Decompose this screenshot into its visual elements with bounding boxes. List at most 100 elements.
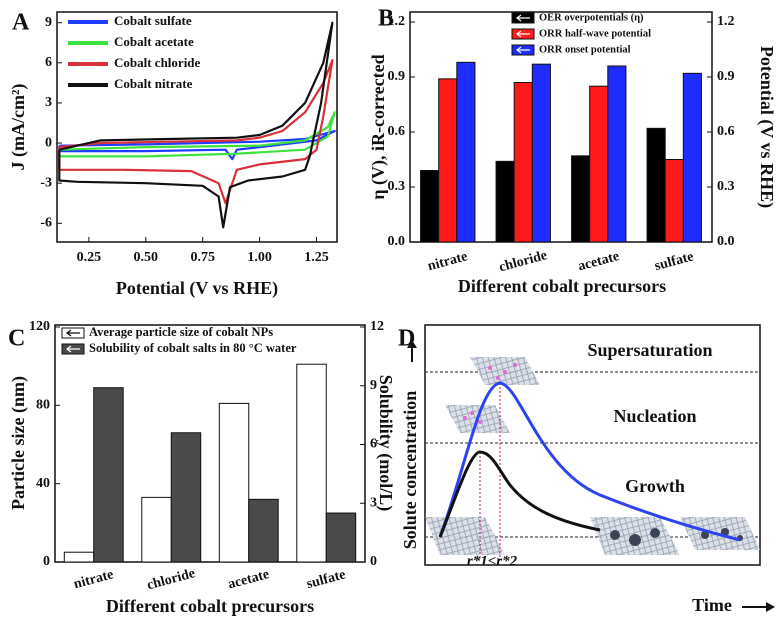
y2-axis-label: Solubility (mol/L) xyxy=(375,375,396,512)
panel-label: D xyxy=(398,326,415,352)
bar xyxy=(495,160,515,243)
x-tick-label: nitrate xyxy=(72,567,115,592)
x-tick-label: acetate xyxy=(226,567,270,592)
series-line xyxy=(58,59,334,205)
bar xyxy=(248,498,279,563)
y-tick-label: 9 xyxy=(45,15,52,30)
bar xyxy=(296,363,327,563)
x-tick-label: chloride xyxy=(146,566,197,593)
bar xyxy=(682,72,702,243)
bar xyxy=(141,496,172,563)
x-axis-label: Potential (V vs RHE) xyxy=(116,278,278,299)
bar xyxy=(664,159,684,243)
y-axis-label: Solute concentration xyxy=(400,391,420,549)
frame xyxy=(424,324,761,566)
curve xyxy=(438,450,601,538)
y-tick-label: 0 xyxy=(43,554,50,569)
x-tick-label: 0.50 xyxy=(134,250,159,265)
bar xyxy=(93,387,124,563)
y2-tick-label: 1.2 xyxy=(717,14,735,29)
x-tick-label: sulfate xyxy=(653,249,695,274)
y-tick-label: -3 xyxy=(40,175,52,190)
bar xyxy=(456,61,476,243)
y-axis-label: η (V), iR-corrected xyxy=(368,54,389,199)
y-tick-label: 3 xyxy=(45,95,52,110)
y2-tick-label: 12 xyxy=(370,319,384,334)
y2-tick-label: 3 xyxy=(370,495,377,510)
legend-arrow xyxy=(516,30,530,38)
x-axis-label: Different cobalt precursors xyxy=(458,276,666,296)
y-tick-label: 0.0 xyxy=(388,234,406,249)
lattice xyxy=(425,517,505,555)
y-tick-label: 0.3 xyxy=(388,179,406,194)
y-tick-label: 120 xyxy=(29,319,50,334)
series-line xyxy=(58,129,336,161)
bar xyxy=(589,85,609,243)
legend-label: ORR onset potential xyxy=(539,44,631,55)
series-line xyxy=(58,111,336,158)
y2-tick-label: 0.9 xyxy=(717,69,735,84)
legend-label: Cobalt chloride xyxy=(114,55,201,70)
bar xyxy=(513,82,533,243)
x-tick-label: 0.25 xyxy=(77,250,102,265)
plot-frame xyxy=(56,11,338,243)
legend-arrow xyxy=(66,345,80,353)
x-tick-label: 1.00 xyxy=(247,250,272,265)
y2-tick-label: 9 xyxy=(370,378,377,393)
region-label: Growth xyxy=(625,476,685,496)
panel-label: B xyxy=(378,6,394,32)
y-tick-label: 0.6 xyxy=(388,124,406,139)
annotation: r*1<r*2 xyxy=(467,553,518,569)
x-tick-label: acetate xyxy=(576,249,620,274)
arrow xyxy=(766,602,775,612)
legend-label: Cobalt acetate xyxy=(114,34,194,49)
panel-label: A xyxy=(12,10,30,36)
region-label: Nucleation xyxy=(614,406,697,426)
legend-label: ORR half-wave potential xyxy=(539,28,651,39)
bar xyxy=(325,512,357,563)
legend-arrow xyxy=(516,14,530,22)
bar xyxy=(646,127,666,243)
y2-tick-label: 6 xyxy=(370,437,377,452)
bar xyxy=(531,63,551,243)
legend-label: Cobalt nitrate xyxy=(114,76,193,91)
bar xyxy=(607,65,627,243)
bar xyxy=(438,78,458,243)
plot-frame xyxy=(409,11,713,243)
y-axis-label: Particle size (nm) xyxy=(8,376,29,510)
nuclei xyxy=(463,363,517,424)
curve xyxy=(438,381,741,542)
x-tick-label: nitrate xyxy=(426,249,469,274)
legend-arrow xyxy=(66,329,80,337)
legend-label: Cobalt sulfate xyxy=(114,13,192,28)
arrow xyxy=(407,340,417,348)
y2-tick-label: 0 xyxy=(370,554,377,569)
panel-label: C xyxy=(8,326,25,352)
x-axis-label: Time xyxy=(692,595,732,615)
bar xyxy=(170,432,202,563)
region-label: Supersaturation xyxy=(587,340,712,360)
bar xyxy=(571,155,591,243)
y-tick-label: 80 xyxy=(36,398,50,413)
bar xyxy=(218,402,250,563)
plot-frame xyxy=(54,324,366,563)
y-tick-label: 0 xyxy=(45,135,52,150)
legend-label: Solubility of cobalt salts in 80 °C wate… xyxy=(89,341,297,355)
x-tick-label: 0.75 xyxy=(190,250,215,265)
y-tick-label: 1.2 xyxy=(388,14,406,29)
y2-tick-label: 0.6 xyxy=(717,124,735,139)
particles xyxy=(610,528,743,546)
bar xyxy=(63,551,95,563)
bar xyxy=(420,170,440,243)
y2-tick-label: 0.3 xyxy=(717,179,735,194)
y2-tick-label: 0.0 xyxy=(717,234,735,249)
legend-label: OER overpotentials (η) xyxy=(539,12,644,23)
x-tick-label: 1.25 xyxy=(304,250,329,265)
x-tick-label: sulfate xyxy=(305,567,347,592)
y-tick-label: 40 xyxy=(36,476,50,491)
legend-label: Average particle size of cobalt NPs xyxy=(89,325,273,339)
y-tick-label: -6 xyxy=(40,215,52,230)
panel-d: Supersaturation Nucleation Growth Solute… xyxy=(398,324,775,615)
y-axis-label: J (mA/cm²) xyxy=(8,84,29,171)
